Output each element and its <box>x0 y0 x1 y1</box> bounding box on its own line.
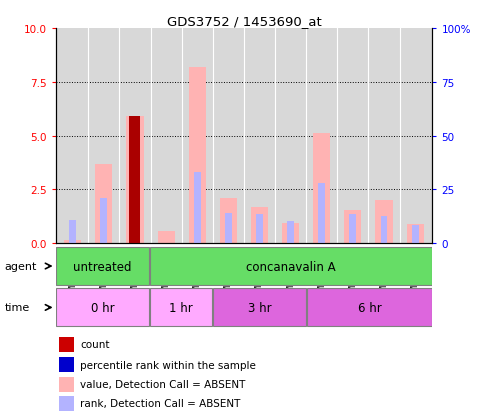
Bar <box>344 210 361 244</box>
Text: value, Detection Call = ABSENT: value, Detection Call = ABSENT <box>80 380 245 389</box>
Text: 1 hr: 1 hr <box>169 301 193 314</box>
Bar <box>318 183 325 244</box>
Text: count: count <box>80 339 110 349</box>
Bar <box>313 134 330 244</box>
Bar <box>189 68 206 244</box>
Text: untreated: untreated <box>73 260 132 273</box>
Text: percentile rank within the sample: percentile rank within the sample <box>80 360 256 370</box>
Bar <box>375 201 393 244</box>
Bar <box>100 199 107 244</box>
Bar <box>407 224 424 244</box>
Text: 6 hr: 6 hr <box>357 301 382 314</box>
Text: 3 hr: 3 hr <box>248 301 271 314</box>
Bar <box>131 183 138 244</box>
Bar <box>213 289 306 327</box>
Text: agent: agent <box>5 261 37 271</box>
Bar <box>220 199 237 244</box>
Text: time: time <box>5 303 30 313</box>
Bar <box>59 377 74 392</box>
Bar <box>56 247 149 285</box>
Title: GDS3752 / 1453690_at: GDS3752 / 1453690_at <box>167 15 321 28</box>
Bar <box>157 232 175 244</box>
Bar <box>64 240 81 244</box>
Bar <box>56 289 149 327</box>
Bar <box>256 215 263 244</box>
Bar <box>194 173 200 244</box>
Bar <box>150 247 432 285</box>
Bar <box>381 217 387 244</box>
Bar <box>129 117 141 244</box>
Bar <box>307 289 432 327</box>
Bar <box>59 337 74 352</box>
Bar <box>225 214 232 244</box>
Bar <box>412 225 419 244</box>
Bar <box>287 221 294 244</box>
Bar <box>350 215 356 244</box>
Bar <box>59 396 74 411</box>
Bar <box>59 357 74 372</box>
Text: 0 hr: 0 hr <box>91 301 114 314</box>
Bar <box>282 223 299 244</box>
Bar <box>127 117 143 244</box>
Bar <box>150 289 212 327</box>
Bar <box>95 164 113 244</box>
Bar <box>69 220 76 244</box>
Bar <box>251 207 268 244</box>
Text: rank, Detection Call = ABSENT: rank, Detection Call = ABSENT <box>80 398 241 408</box>
Text: concanavalin A: concanavalin A <box>246 260 336 273</box>
